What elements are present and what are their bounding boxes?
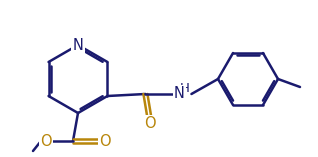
Text: O: O [99,133,111,149]
Text: N: N [73,38,83,52]
Text: H: H [179,82,190,95]
Text: O: O [144,116,155,132]
Text: O: O [40,133,52,149]
Text: N: N [174,87,185,101]
